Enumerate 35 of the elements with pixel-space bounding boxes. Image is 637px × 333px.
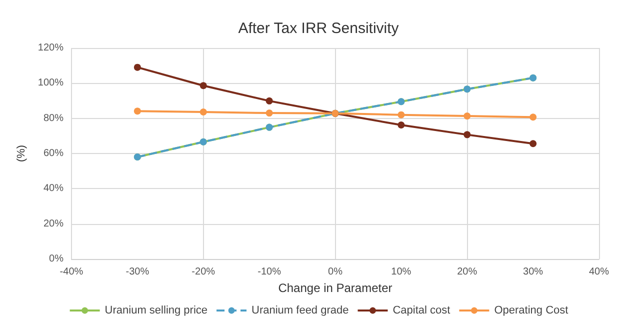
point: [398, 122, 405, 129]
point: [530, 114, 537, 121]
legend-label: Operating Cost: [494, 304, 568, 316]
point: [134, 64, 141, 71]
x-tick-label: 30%: [523, 266, 544, 278]
point: [266, 110, 273, 117]
legend-label: Uranium selling price: [104, 304, 208, 316]
x-tick-label: 0%: [328, 266, 343, 278]
point: [266, 97, 273, 104]
x-tick-label: 10%: [391, 266, 412, 278]
x-tick-label: -20%: [192, 266, 216, 278]
y-axis-title: (%): [16, 144, 28, 162]
point: [464, 131, 471, 138]
y-tick-label: 120%: [38, 42, 64, 54]
y-tick-label: 0%: [49, 254, 64, 264]
point: [398, 111, 405, 118]
point: [200, 108, 207, 116]
legend-label: Capital cost: [392, 304, 450, 316]
chart-title: After Tax IRR Sensitivity: [238, 20, 400, 37]
x-tick-label: -30%: [126, 266, 150, 278]
y-tick-label: 40%: [43, 183, 64, 194]
x-tick-label: 40%: [588, 266, 610, 278]
x-tick-label: 20%: [457, 266, 478, 278]
point: [200, 82, 207, 90]
y-tick-label: 80%: [43, 112, 64, 124]
x-tick-label: -10%: [258, 266, 282, 278]
legend-label: Uranium feed grade: [252, 304, 349, 316]
point: [530, 140, 537, 148]
point: [134, 108, 141, 115]
y-tick-label: 60%: [43, 148, 64, 159]
y-tick-label: 20%: [43, 218, 64, 230]
x-axis-title: Change in Parameter: [278, 280, 392, 295]
x-tick-label: -40%: [60, 266, 84, 278]
y-tick-label: 100%: [38, 78, 64, 89]
point: [464, 112, 471, 120]
